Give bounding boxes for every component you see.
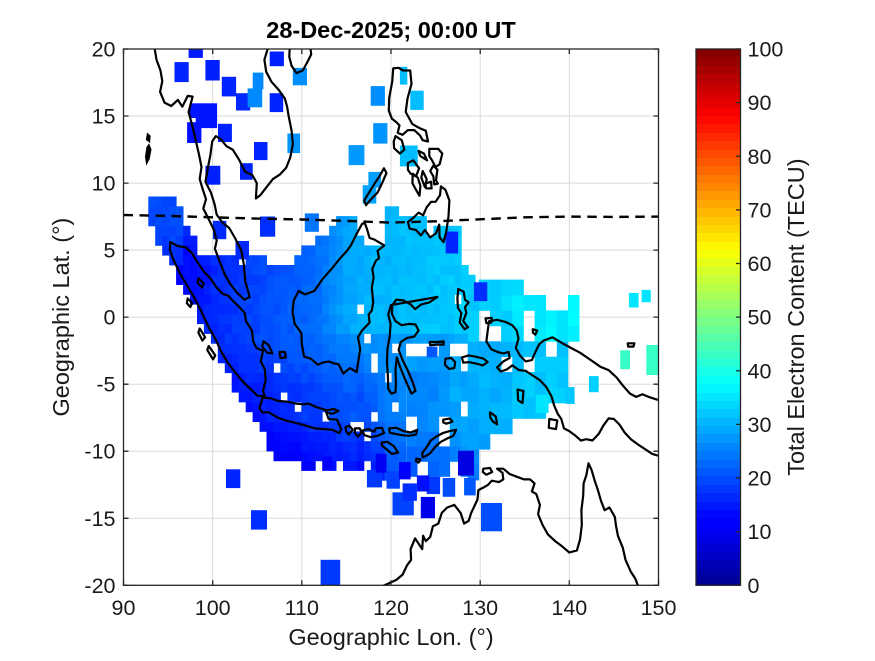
svg-text:90: 90 — [748, 91, 772, 115]
svg-text:15: 15 — [92, 105, 116, 129]
svg-text:90: 90 — [112, 596, 136, 620]
svg-text:-20: -20 — [84, 574, 115, 598]
svg-text:Geographic Lat. (°): Geographic Lat. (°) — [48, 218, 74, 417]
svg-text:0: 0 — [104, 306, 116, 330]
svg-text:20: 20 — [748, 467, 772, 491]
svg-text:120: 120 — [373, 596, 409, 620]
svg-text:20: 20 — [92, 38, 116, 62]
svg-text:Geographic Lon. (°): Geographic Lon. (°) — [288, 624, 493, 650]
svg-text:Total Electron Content (TECU): Total Electron Content (TECU) — [783, 158, 809, 475]
svg-text:10: 10 — [748, 520, 772, 544]
svg-text:-15: -15 — [84, 507, 115, 531]
svg-text:-5: -5 — [96, 373, 115, 397]
svg-text:100: 100 — [748, 38, 784, 62]
svg-text:100: 100 — [195, 596, 231, 620]
svg-text:130: 130 — [462, 596, 498, 620]
svg-text:28-Dec-2025; 00:00 UT: 28-Dec-2025; 00:00 UT — [266, 17, 516, 43]
svg-text:50: 50 — [748, 306, 772, 330]
svg-text:60: 60 — [748, 252, 772, 276]
svg-text:0: 0 — [748, 574, 760, 598]
svg-text:40: 40 — [748, 359, 772, 383]
svg-text:30: 30 — [748, 413, 772, 437]
svg-text:80: 80 — [748, 145, 772, 169]
svg-text:10: 10 — [92, 172, 116, 196]
svg-text:70: 70 — [748, 198, 772, 222]
svg-text:5: 5 — [104, 239, 116, 263]
svg-text:-10: -10 — [84, 440, 115, 464]
svg-text:110: 110 — [285, 596, 319, 620]
svg-text:150: 150 — [641, 596, 677, 620]
svg-text:140: 140 — [551, 596, 587, 620]
